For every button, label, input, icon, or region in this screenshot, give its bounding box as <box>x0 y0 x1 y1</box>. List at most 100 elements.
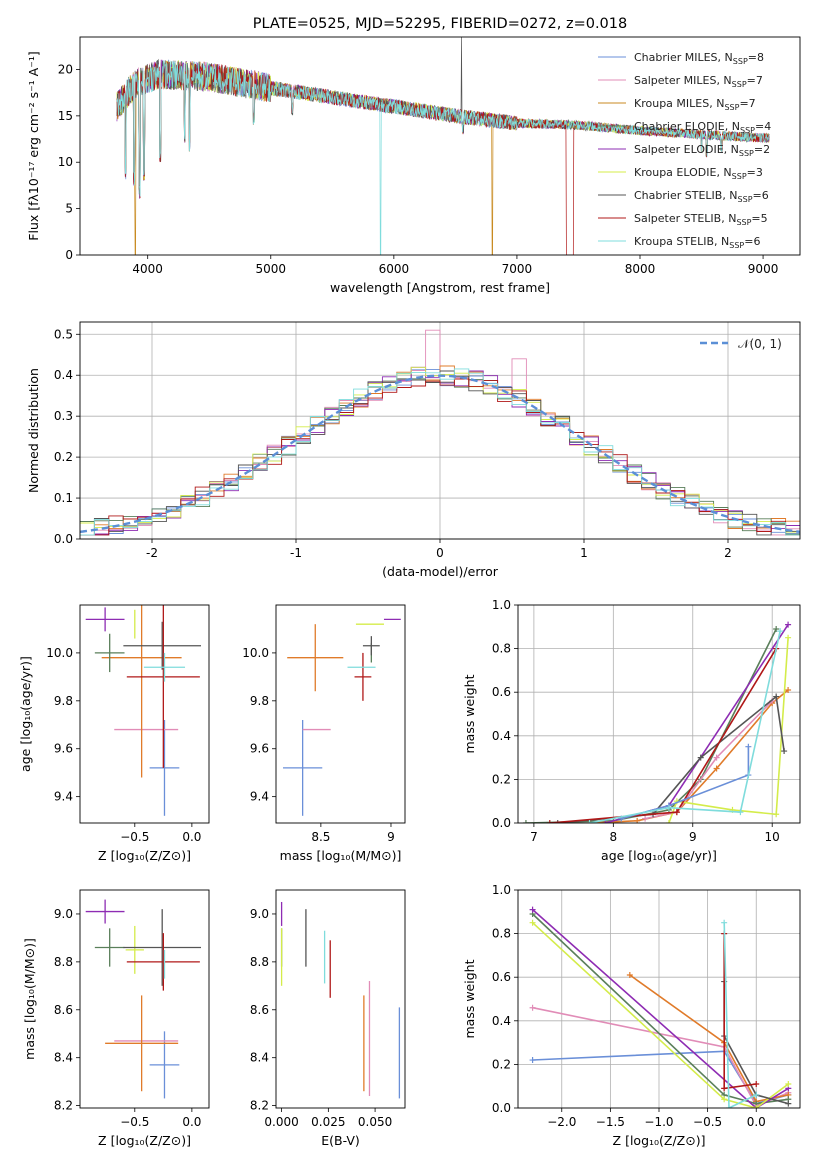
data-marker <box>529 1057 536 1064</box>
x-tick-label: −1.0 <box>644 1115 673 1129</box>
mass-weight-line-3 <box>629 974 789 1103</box>
legend-name: Salpeter STELIB <box>634 212 721 225</box>
y-axis-label: mass [log₁₀(M/M⊙)] <box>22 938 37 1060</box>
panel-mass_vs_ebv: 0.000 0.025 0.050 8.2 8.4 8.6 8.8 9.0 E(B-V) <box>250 889 406 1148</box>
legend-name: Salpeter MILES <box>634 74 716 87</box>
y-tick-label: 0.6 <box>492 685 511 699</box>
data-marker <box>785 1100 792 1107</box>
data-marker <box>777 628 784 635</box>
plot-area <box>522 621 792 823</box>
errorbar-point <box>123 621 202 670</box>
y-tick-label: 9.6 <box>54 742 73 756</box>
data-marker <box>522 820 529 823</box>
legend-nssp-prefix: , N <box>718 51 733 64</box>
plot-area <box>85 899 202 1099</box>
errorbar-point <box>101 605 182 778</box>
legend-nssp-sub: SSP <box>732 172 747 181</box>
legend-nssp-prefix: , N <box>709 97 724 110</box>
plot-area <box>116 37 770 255</box>
data-marker <box>554 820 561 823</box>
mass-weight-line-6 <box>532 922 789 1108</box>
data-marker <box>529 919 536 926</box>
legend-nssp-sub: SSP <box>733 57 748 66</box>
legend-nssp-prefix: , N <box>714 235 729 248</box>
legend-name: Chabrier STELIB <box>634 189 722 202</box>
panel-mass_vs_Z: −0.5 0.0 8.2 8.4 8.6 8.8 9.0 Z [log₁₀(Z/Z⊙)] mas… <box>22 889 210 1148</box>
x-axis-label: E(B-V) <box>321 1133 360 1148</box>
panel-mw_vs_age: 7 8 9 10 0.0 0.2 0.4 0.6 0.8 1.0 age [log₁₀(age/yr… <box>462 598 801 863</box>
legend-entry: Salpeter STELIB, NSSP=5 <box>634 212 768 227</box>
x-tick-label: −2.0 <box>547 1115 576 1129</box>
x-tick-label: 1 <box>580 546 588 560</box>
legend-nssp-eq: = <box>753 189 762 202</box>
x-axis-label: Z [log₁₀(Z/Z⊙)] <box>98 848 191 863</box>
x-axis-label: wavelength [Angstrom, rest frame] <box>330 280 550 295</box>
y-tick-label: 20 <box>58 62 73 76</box>
legend-nssp-sub: SSP <box>739 149 754 158</box>
data-marker <box>665 820 672 823</box>
y-tick-label: 0.6 <box>492 970 511 984</box>
legend-nssp-sub: SSP <box>736 218 751 227</box>
legend-nssp-eq: = <box>751 212 760 225</box>
legend-nssp-eq: = <box>744 235 753 248</box>
y-tick-label: 0.4 <box>54 368 73 382</box>
mass-weight-line-4 <box>605 624 789 823</box>
axes-frame <box>79 604 210 824</box>
y-tick-label: 9.4 <box>250 790 269 804</box>
y-tick-label: 0.2 <box>492 1057 511 1071</box>
x-tick-label: 9 <box>689 830 697 844</box>
errorbar-point <box>125 925 144 974</box>
legend-entry: Kroupa STELIB, NSSP=6 <box>634 235 760 250</box>
data-marker <box>721 1096 728 1103</box>
data-marker <box>781 748 788 755</box>
legend-entry: Chabrier MILES, NSSP=8 <box>634 51 764 66</box>
y-tick-label: 10.0 <box>242 646 269 660</box>
legend-nssp-eq: = <box>747 166 756 179</box>
panel-mw_vs_Z: −2.0 −1.5 −1.0 −0.5 0.0 0.0 0.2 0.4 0.6 0.8 1.0 Z [… <box>462 883 801 1148</box>
legend-nssp-value: 7 <box>756 74 763 87</box>
errorbar-point <box>94 633 125 673</box>
data-marker <box>602 820 609 823</box>
y-tick-label: 9.0 <box>54 907 73 921</box>
mass-weight-line-5 <box>532 909 789 1108</box>
y-tick-label: 0.0 <box>492 1101 511 1115</box>
data-marker <box>737 809 744 816</box>
x-tick-label: 5000 <box>255 262 286 276</box>
legend-nssp-value: 3 <box>756 166 763 179</box>
data-marker <box>721 1085 728 1092</box>
data-marker <box>713 754 720 761</box>
axes-frame <box>79 36 801 256</box>
y-tick-label: 0.0 <box>54 532 73 546</box>
x-tick-label: 0.000 <box>264 1115 298 1129</box>
data-marker <box>697 754 704 761</box>
legend-nssp-value: 7 <box>749 97 756 110</box>
x-tick-label: 9000 <box>748 262 779 276</box>
legend-nssp-sub: SSP <box>729 241 744 250</box>
y-tick-label: 9.6 <box>250 742 269 756</box>
y-tick-label: 8.2 <box>250 1099 269 1113</box>
legend-entry: Kroupa ELODIE, NSSP=3 <box>634 166 763 181</box>
y-axis-label: Flux [fλ10⁻¹⁷ erg cm⁻² s⁻¹ A⁻¹] <box>26 51 41 240</box>
data-marker <box>745 743 752 750</box>
data-marker <box>753 1081 760 1088</box>
y-axis-label: mass weight <box>462 959 477 1038</box>
y-tick-label: 9.0 <box>250 907 269 921</box>
y-tick-label: 1.0 <box>492 883 511 897</box>
x-tick-label: −0.5 <box>120 830 149 844</box>
x-tick-label: 7 <box>530 830 538 844</box>
y-tick-label: 8.6 <box>54 1003 73 1017</box>
errorbar-point <box>283 719 323 816</box>
data-marker <box>785 687 792 694</box>
errorbar-point <box>105 995 179 1092</box>
errorbar-point <box>126 605 200 768</box>
x-axis-label: (data-model)/error <box>382 564 499 579</box>
data-marker <box>586 820 593 823</box>
x-tick-label: 7000 <box>502 262 533 276</box>
legend-nssp-value: 4 <box>764 120 771 133</box>
data-marker <box>673 809 680 816</box>
legend-name: Kroupa MILES <box>634 97 709 110</box>
errorbar-point <box>94 928 125 967</box>
x-axis-label: Z [log₁₀(Z/Z⊙)] <box>98 1133 191 1148</box>
x-tick-label: 10 <box>765 830 780 844</box>
legend-nssp-value: 6 <box>753 235 760 248</box>
